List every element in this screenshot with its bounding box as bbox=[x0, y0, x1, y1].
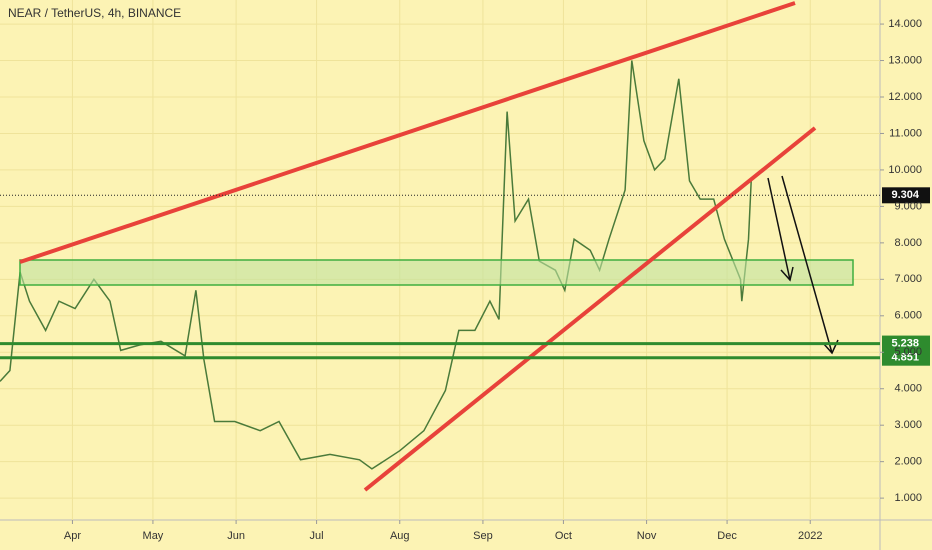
y-tick-label: 6.000 bbox=[894, 310, 922, 322]
y-tick-label: 12.000 bbox=[888, 91, 922, 103]
y-tick-label: 4.000 bbox=[894, 383, 922, 395]
x-tick-label: Jun bbox=[227, 530, 245, 542]
chart-title: NEAR / TetherUS, 4h, BINANCE bbox=[8, 6, 181, 20]
y-tick-label: 9.000 bbox=[894, 200, 922, 212]
x-tick-label: May bbox=[143, 530, 164, 542]
y-tick-label: 8.000 bbox=[894, 237, 922, 249]
y-tick-label: 13.000 bbox=[888, 54, 922, 66]
level-label-box bbox=[882, 349, 930, 366]
x-tick-label: Dec bbox=[717, 530, 737, 542]
x-tick-label: Oct bbox=[555, 530, 572, 542]
x-tick-label: Jul bbox=[310, 530, 324, 542]
level-label: 4.851 bbox=[891, 352, 919, 364]
y-tick-label: 2.000 bbox=[894, 456, 922, 468]
y-tick-label: 7.000 bbox=[894, 273, 922, 285]
last-price-label: 9.304 bbox=[891, 189, 919, 201]
x-tick-label: Apr bbox=[64, 530, 81, 542]
y-tick-label: 10.000 bbox=[888, 164, 922, 176]
y-tick-label: 11.000 bbox=[889, 127, 922, 139]
x-tick-label: 2022 bbox=[798, 530, 822, 542]
arrow-head bbox=[780, 266, 794, 282]
y-tick-label: 5.000 bbox=[894, 346, 922, 358]
y-tick-label: 3.000 bbox=[894, 419, 922, 431]
x-tick-label: Sep bbox=[473, 530, 493, 542]
x-tick-label: Nov bbox=[637, 530, 657, 542]
x-tick-label: Aug bbox=[390, 530, 410, 542]
level-label-box bbox=[882, 335, 930, 352]
arrow bbox=[781, 175, 833, 354]
y-tick-label: 14.000 bbox=[888, 18, 922, 30]
support-zone bbox=[19, 259, 854, 286]
trend-line bbox=[19, 1, 796, 264]
y-tick-label: 1.000 bbox=[894, 492, 922, 504]
overlay: 5.238 4.851 9.304 bbox=[0, 187, 930, 366]
level-label: 5.238 bbox=[891, 337, 919, 349]
trend-line bbox=[363, 126, 817, 492]
last-price-box bbox=[882, 187, 930, 204]
